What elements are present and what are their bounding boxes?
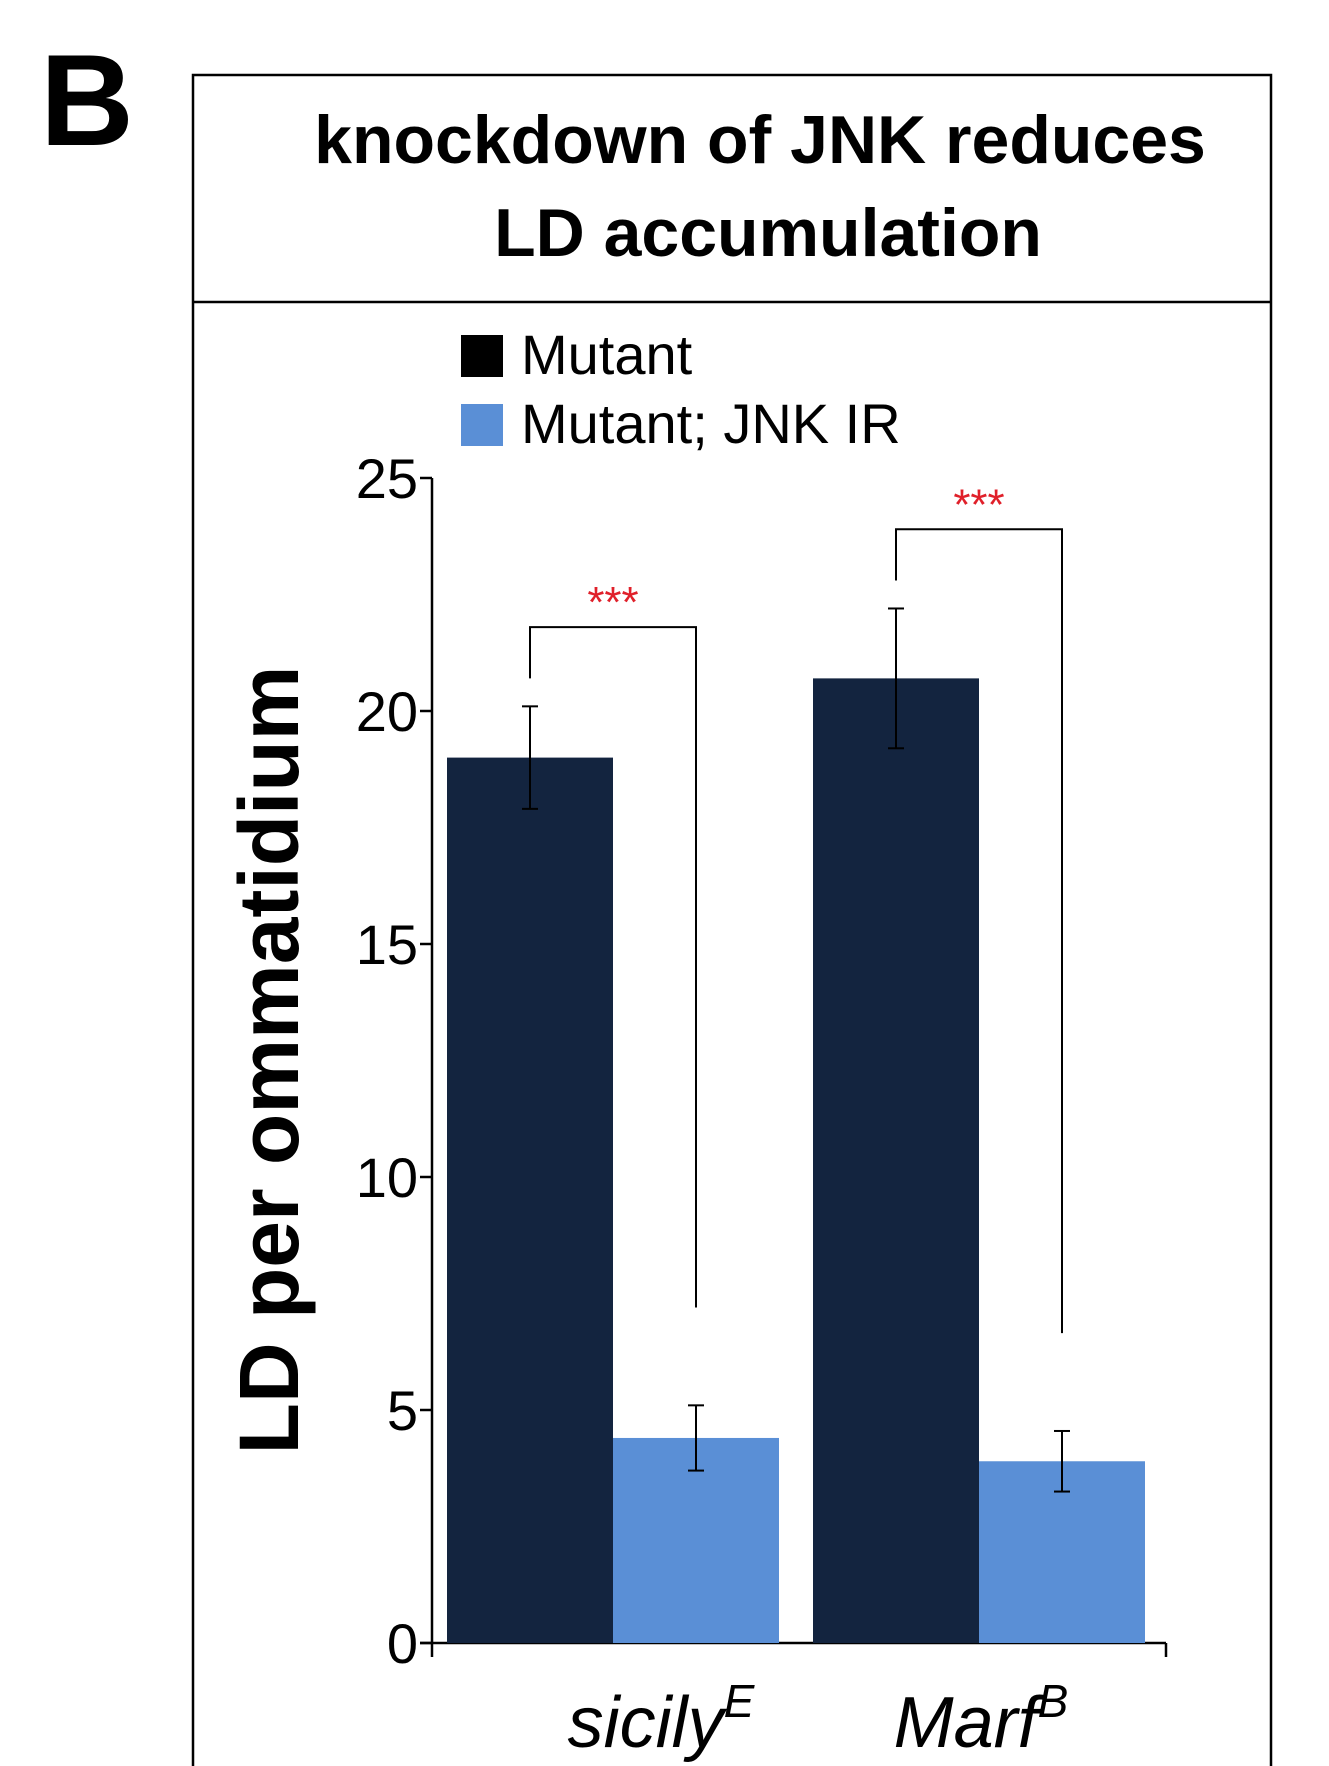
y-tick-label-10: 10 [356,1146,418,1209]
significance-label-marf: *** [953,480,1004,529]
error-bar-sicily-jnk-ir [688,1404,704,1472]
y-axis-ticks: 0 5 10 15 20 25 [356,447,432,1675]
category-label-marf-base: Marf [894,1683,1045,1763]
legend-label-mutant: Mutant [521,323,693,386]
legend-label-mutant-jnk-ir: Mutant; JNK IR [521,392,901,455]
significance-bracket-marf: *** [895,480,1063,1334]
category-label-sicily: sicilyE [568,1675,756,1763]
chart-title-line-1: knockdown of JNK reduces [314,102,1206,178]
significance-bracket-sicily: *** [529,578,697,1308]
y-tick-label-5: 5 [387,1379,418,1442]
chart-title-line-2: LD accumulation [494,195,1042,271]
category-label-marf-sup: B [1038,1675,1069,1727]
y-tick-label-0: 0 [387,1612,418,1675]
category-label-sicily-sup: E [724,1675,756,1727]
panel-letter: B [40,27,134,173]
y-axis-label: LD per ommatidium [222,666,316,1455]
legend: Mutant Mutant; JNK IR [461,323,901,455]
error-bar-sicily-mutant [522,705,538,810]
bar-sicily-mutant [447,757,613,1643]
error-bar-marf-mutant [888,607,904,750]
y-tick-label-15: 15 [356,913,418,976]
y-tick-label-25: 25 [356,447,418,510]
significance-label-sicily: *** [587,578,638,627]
bar-marf-mutant [813,678,979,1643]
error-bar-marf-jnk-ir [1054,1429,1070,1493]
bar-sicily-jnk-ir [613,1437,779,1643]
significance-brackets: *** *** [529,480,1063,1334]
panel-frame [191,73,1273,1766]
category-label-marf: MarfB [894,1675,1069,1763]
y-tick-label-20: 20 [356,680,418,743]
error-bars [522,607,1070,1493]
bars [447,678,1145,1643]
legend-swatch-mutant-jnk-ir [461,404,503,446]
legend-swatch-mutant [461,335,503,377]
category-label-sicily-base: sicily [568,1683,728,1763]
